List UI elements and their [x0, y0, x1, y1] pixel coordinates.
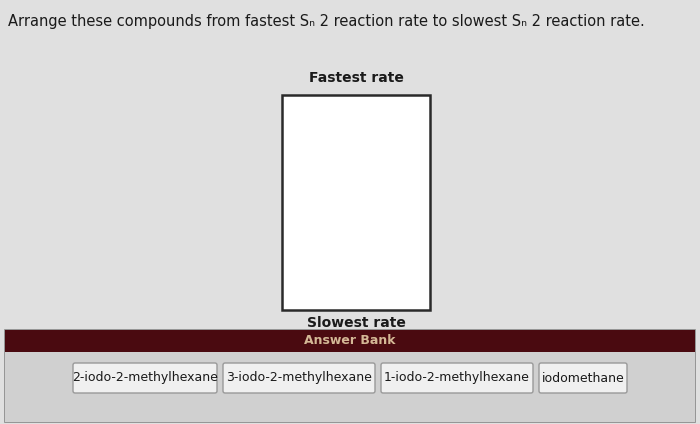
FancyBboxPatch shape [223, 363, 375, 393]
Text: 2-iodo-2-methylhexane: 2-iodo-2-methylhexane [72, 371, 218, 385]
Bar [5, 330, 695, 352]
FancyBboxPatch shape [539, 363, 627, 393]
Text: Slowest rate: Slowest rate [307, 316, 405, 330]
Text: Arrange these compounds from fastest Sₙ 2 reaction rate to slowest Sₙ 2 reaction: Arrange these compounds from fastest Sₙ … [8, 14, 645, 29]
Text: 3-iodo-2-methylhexane: 3-iodo-2-methylhexane [226, 371, 372, 385]
FancyBboxPatch shape [73, 363, 217, 393]
Text: iodomethane: iodomethane [542, 371, 624, 385]
Bar [5, 352, 695, 422]
Text: Answer Bank: Answer Bank [304, 335, 395, 348]
Bar [282, 95, 430, 310]
Bar [5, 330, 695, 422]
Text: Fastest rate: Fastest rate [309, 71, 403, 85]
FancyBboxPatch shape [381, 363, 533, 393]
Text: 1-iodo-2-methylhexane: 1-iodo-2-methylhexane [384, 371, 530, 385]
